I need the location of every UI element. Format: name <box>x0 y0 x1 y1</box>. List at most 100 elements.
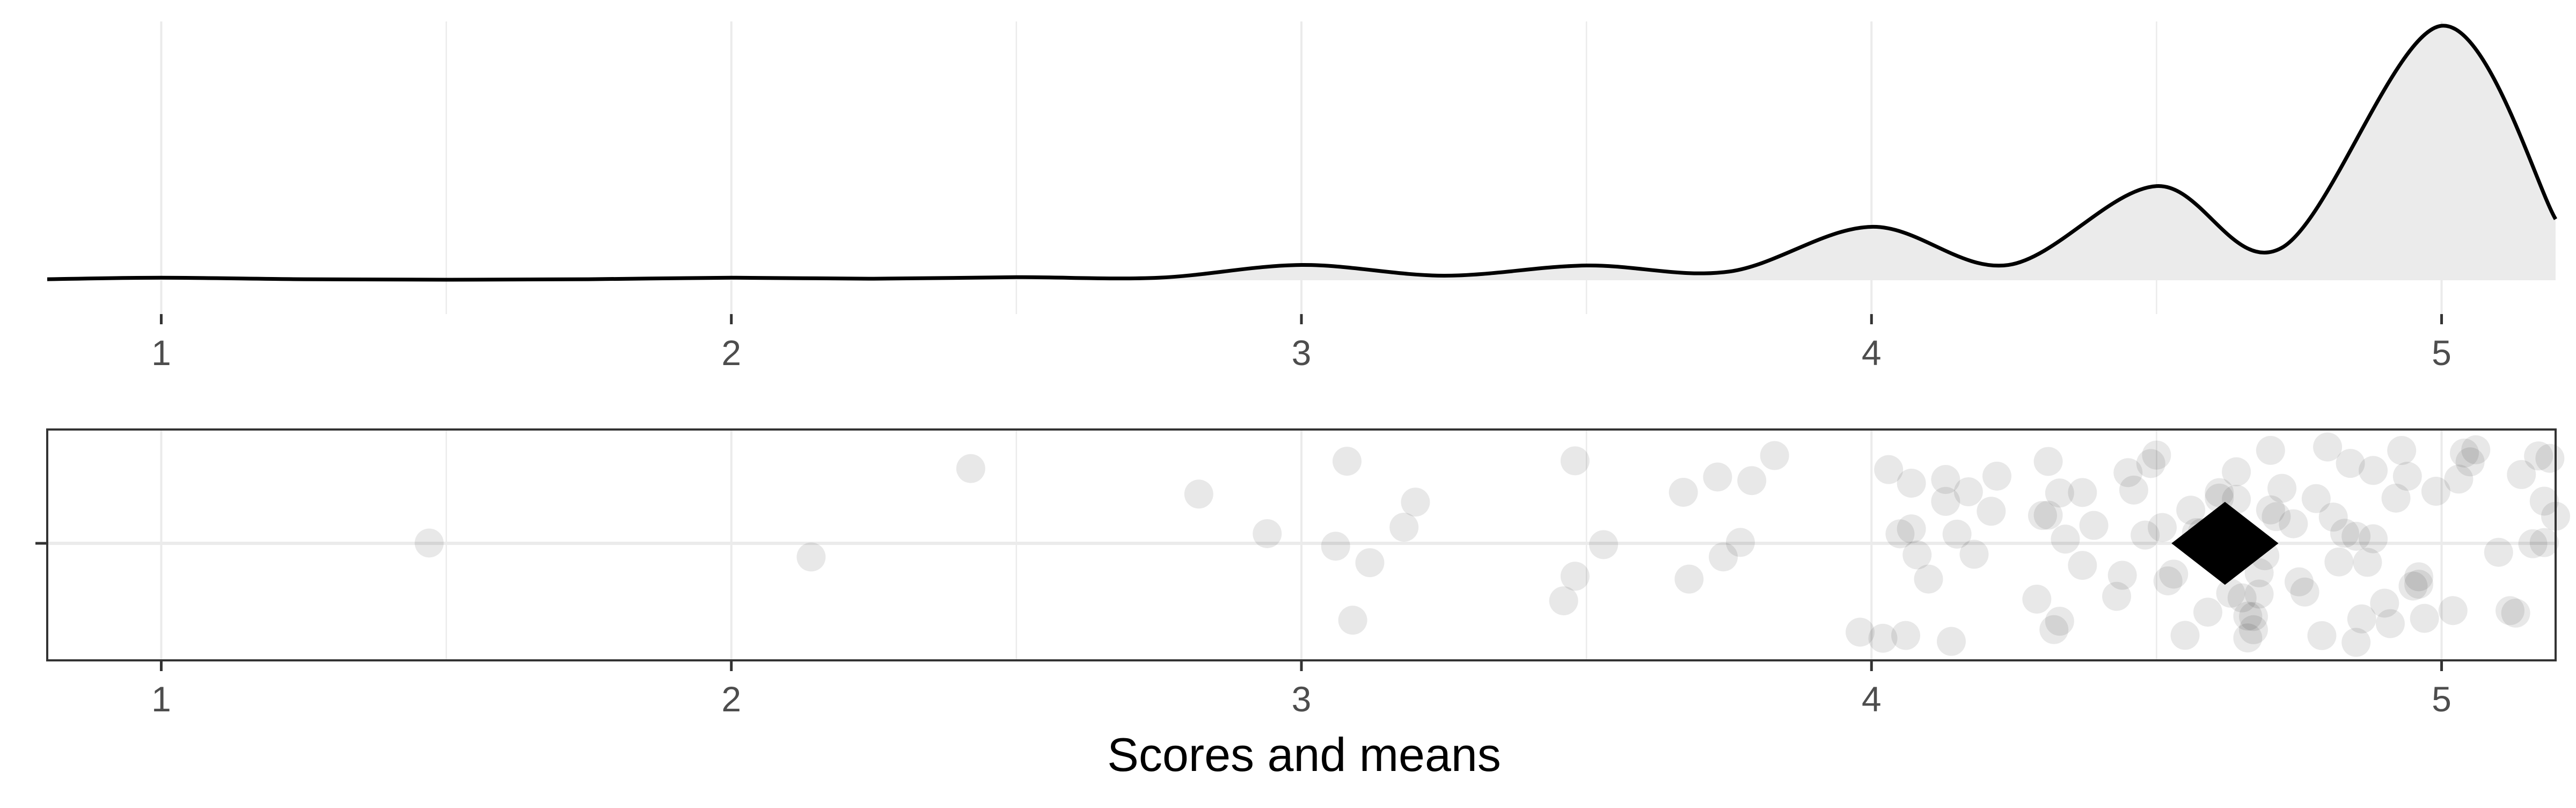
density-area <box>47 25 2556 280</box>
jitter-point <box>2113 458 2143 487</box>
jitter-point <box>2375 609 2405 638</box>
jitter-point <box>1253 519 1282 548</box>
jitter-point <box>1321 532 1350 561</box>
jitter-point <box>2176 496 2206 525</box>
jitter-point <box>414 528 444 558</box>
jitter-point <box>2136 449 2165 478</box>
jitter-point <box>1725 528 1755 557</box>
mean-diamond <box>2171 501 2279 585</box>
jitter-point <box>2148 513 2177 542</box>
jitter-point <box>2227 583 2257 613</box>
jitter-point <box>1874 455 1904 484</box>
jitter-point <box>2284 567 2314 596</box>
jitter-point <box>2267 474 2297 503</box>
jitter-point <box>2107 560 2137 590</box>
jitter-point <box>2244 558 2274 587</box>
jitter-point <box>2045 478 2074 508</box>
jitter-point <box>2501 598 2530 628</box>
jitter-point <box>2307 621 2337 650</box>
jitter-point <box>2410 603 2439 633</box>
jitter-point <box>2131 520 2160 550</box>
jitter-point <box>2455 447 2485 477</box>
jitter-point <box>2381 483 2411 513</box>
jitter-point <box>2421 477 2450 506</box>
jitter-point <box>2033 500 2063 530</box>
jitter-point <box>2233 601 2263 631</box>
jitter-point <box>2244 579 2274 609</box>
jitter-point <box>2529 528 2559 557</box>
jitter-point <box>1897 468 1926 498</box>
jitter-point <box>2068 478 2097 507</box>
density-x-tick-label: 5 <box>2432 333 2451 373</box>
jitter-point <box>2068 551 2097 580</box>
jitter-point <box>2153 566 2183 595</box>
jitter-point <box>2341 628 2371 657</box>
jitter-point <box>1709 542 1738 572</box>
jitter-point <box>2484 537 2513 567</box>
jitter-point <box>1549 586 1578 616</box>
jitter-point <box>2313 432 2343 462</box>
jitter-point <box>2392 462 2422 491</box>
jitter-point <box>2404 562 2434 592</box>
jitter-point <box>2205 478 2234 507</box>
density-line <box>47 24 2558 282</box>
jitter-point <box>2039 615 2069 644</box>
jitter-point <box>2256 435 2285 465</box>
jitter-point <box>1902 540 1932 570</box>
jitter-point <box>1914 564 1943 594</box>
jitter-point <box>1703 462 1732 492</box>
jitter-point <box>1668 477 1698 507</box>
jitter-point <box>2529 486 2559 516</box>
jitter-point <box>956 454 985 483</box>
jitter-point <box>2119 475 2148 505</box>
jitter-point <box>2262 502 2291 532</box>
jitter-point <box>2341 521 2371 551</box>
density-x-tick-label: 1 <box>151 333 171 373</box>
jitter-point <box>2170 621 2200 650</box>
jitter-point <box>2347 604 2376 634</box>
jitter-x-tick-label: 4 <box>1862 679 1882 719</box>
jitter-point <box>2336 449 2365 478</box>
jitter-point <box>1977 497 2006 526</box>
jitter-point <box>1846 617 1875 647</box>
jitter-point <box>1931 486 1960 516</box>
jitter-point <box>2461 435 2491 464</box>
jitter-point <box>2233 623 2263 653</box>
jitter-point <box>2222 457 2251 486</box>
jitter-point <box>2022 584 2052 614</box>
jitter-point <box>2353 548 2382 577</box>
density-x-tick-label: 3 <box>1292 333 1312 373</box>
jitter-point <box>1338 606 1367 635</box>
jitter-point <box>2051 525 2080 554</box>
jitter-point <box>2324 547 2354 577</box>
jitter-point <box>796 542 826 572</box>
jitter-point <box>1560 562 1590 591</box>
jitter-point <box>1184 479 1213 509</box>
jitter-x-tick-label: 3 <box>1292 679 1312 719</box>
jitter-point <box>2279 509 2308 538</box>
jitter-point <box>1982 461 2011 491</box>
jitter-point <box>2444 464 2473 494</box>
jitter-point <box>1760 441 1789 470</box>
jitter-point <box>1868 623 1898 653</box>
jitter-point <box>2404 570 2434 599</box>
jitter-point <box>1891 621 1921 650</box>
jitter-point <box>1332 447 1362 476</box>
jitter-point <box>2518 529 2548 558</box>
density-panel: 1 2 3 4 5 <box>47 21 2558 373</box>
jitter-point <box>2359 524 2388 554</box>
jitter-point <box>2496 596 2525 625</box>
jitter-point <box>2359 456 2388 485</box>
jitter-point <box>2193 598 2223 627</box>
jitter-point <box>1931 465 1960 494</box>
jitter-point <box>1885 519 1915 549</box>
jitter-point <box>2438 596 2468 625</box>
jitter-point <box>1953 477 1983 507</box>
density-x-tick-label: 2 <box>721 333 741 373</box>
jitter-x-tick-label: 2 <box>721 679 741 719</box>
jitter-point <box>1589 530 1619 559</box>
jitter-point <box>1959 540 1989 569</box>
jitter-point <box>2330 519 2359 548</box>
